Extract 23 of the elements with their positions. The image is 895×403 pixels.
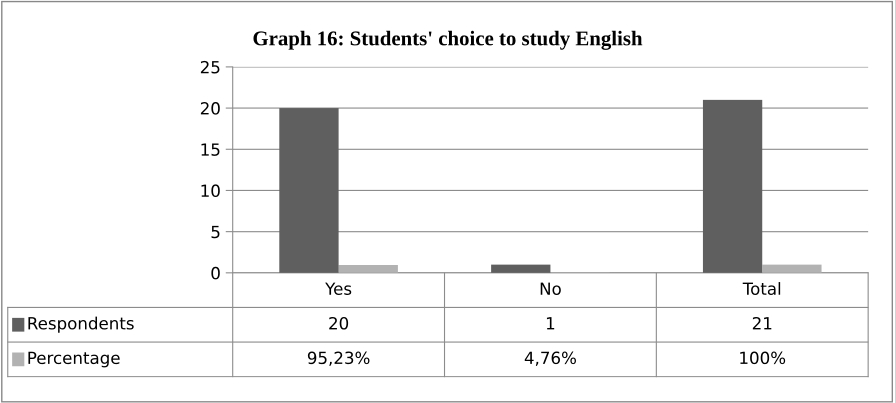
data-label: 20 [329,316,348,330]
x-tick-label: Total [742,282,780,295]
y-tick-label: 0 [211,266,220,280]
data-label: 21 [752,316,772,330]
y-tick-label: 10 [202,184,220,198]
data-label: 100% [740,352,786,364]
bar [338,264,398,273]
y-tick-label: 5 [212,226,220,238]
data-label: 95,23% [308,352,370,366]
legend-label: Percentage [28,352,120,368]
bar [702,100,762,273]
x-tick-label: Yes [325,282,352,295]
bar [491,264,550,273]
bar [279,108,339,273]
y-tick-label: 25 [200,60,220,74]
data-label: 4,76% [524,352,576,366]
data-label: 1 [546,317,554,330]
bar [762,264,822,273]
chart-title: Graph 16: Students' choice to study English [253,30,642,50]
legend-label: Respondents [28,316,134,333]
y-tick-label: 20 [200,102,220,115]
x-tick-label: No [540,282,561,295]
y-tick-label: 15 [202,143,220,156]
